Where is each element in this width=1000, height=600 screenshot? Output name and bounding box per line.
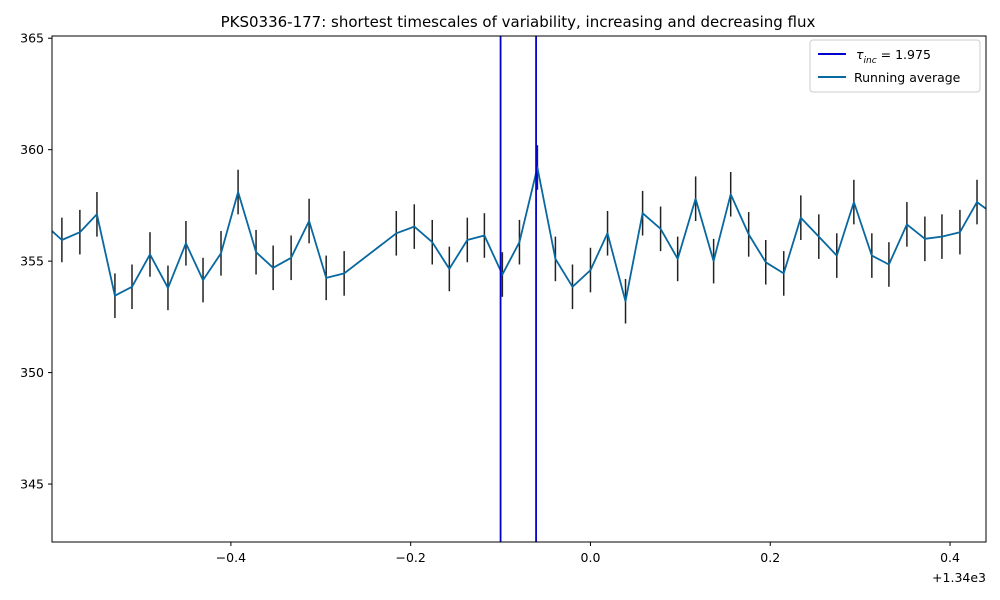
x-tick-label: −0.2 bbox=[395, 550, 425, 565]
series-line-running-average bbox=[52, 166, 986, 303]
y-axis: 345 350 355 360 365 bbox=[20, 31, 52, 492]
x-tick-label: 0.2 bbox=[760, 550, 780, 565]
axes-frame bbox=[51, 35, 987, 543]
legend-tau-symbol: τ bbox=[856, 47, 864, 62]
x-tick-label: 0.4 bbox=[940, 550, 960, 565]
y-tick-label: 365 bbox=[20, 31, 44, 46]
legend-tau-subscript: inc bbox=[864, 56, 877, 66]
y-tick-label: 345 bbox=[20, 477, 44, 492]
chart-title: PKS0336-177: shortest timescales of vari… bbox=[221, 13, 816, 31]
plot-marks bbox=[52, 36, 986, 542]
y-tick-label: 355 bbox=[20, 254, 44, 269]
legend-running-average-label: Running average bbox=[854, 70, 961, 85]
y-tick-label: 350 bbox=[20, 365, 44, 380]
y-tick-label: 360 bbox=[20, 142, 44, 157]
legend-tau-label: τinc = 1.975 bbox=[856, 47, 931, 66]
legend-box bbox=[809, 39, 981, 93]
plot-area bbox=[51, 35, 987, 543]
x-axis: −0.4 −0.2 0.0 0.2 0.4 bbox=[216, 542, 960, 565]
x-tick-label: −0.4 bbox=[216, 550, 246, 565]
x-tick-label: 0.0 bbox=[581, 550, 601, 565]
legend: τinc = 1.975 Running average bbox=[809, 39, 981, 93]
legend-tau-value: = 1.975 bbox=[877, 47, 931, 62]
x-axis-offset-label: +1.34e3 bbox=[932, 570, 986, 585]
